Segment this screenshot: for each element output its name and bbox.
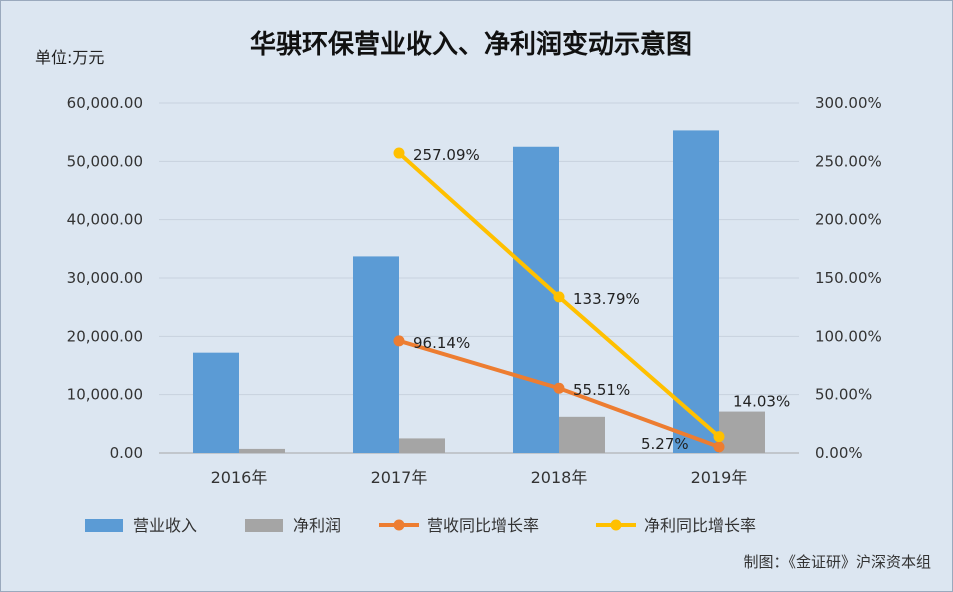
revenue-growth-point xyxy=(553,382,565,394)
unit-label: 单位:万元 xyxy=(35,48,104,67)
legend-net-profit-swatch xyxy=(245,519,283,532)
revenue-growth-label: 96.14% xyxy=(413,334,470,352)
legend-profit-growth-label: 净利同比增长率 xyxy=(644,516,756,535)
line-layer: 96.14% 55.51% 5.27% 257.09% 133.79% 14.03% xyxy=(393,146,790,453)
bar-net-profit xyxy=(399,438,445,453)
chart-footer: 制图：《金证研》沪深资本组 xyxy=(743,553,931,571)
bar-revenue xyxy=(193,352,239,453)
right-tick-label: 200.00% xyxy=(815,211,882,229)
bar-revenue xyxy=(513,146,559,453)
right-tick-label: 50.00% xyxy=(815,386,872,404)
left-axis-ticks: 0.00 10,000.00 20,000.00 30,000.00 40,000.00… xyxy=(67,94,143,462)
bar-net-profit xyxy=(239,448,285,453)
left-tick-label: 60,000.00 xyxy=(67,94,143,112)
x-tick-label: 2018年 xyxy=(531,468,588,487)
x-tick-label: 2016年 xyxy=(211,468,268,487)
legend-net-profit-label: 净利润 xyxy=(293,516,341,535)
profit-growth-label: 133.79% xyxy=(573,290,640,308)
right-tick-label: 250.00% xyxy=(815,152,882,170)
left-tick-label: 40,000.00 xyxy=(67,211,143,229)
legend-revenue-growth-marker xyxy=(393,519,405,531)
revenue-growth-point xyxy=(393,335,405,347)
profit-growth-label: 257.09% xyxy=(413,146,480,164)
x-tick-label: 2019年 xyxy=(691,468,748,487)
bar-layer xyxy=(193,130,765,453)
legend-revenue-label: 营业收入 xyxy=(133,516,197,535)
legend-revenue-growth-label: 营收同比增长率 xyxy=(427,516,539,535)
right-axis-ticks: 0.00% 50.00% 100.00% 150.00% 200.00% 250.00% 3… xyxy=(815,94,882,462)
left-tick-label: 50,000.00 xyxy=(67,152,143,170)
bar-revenue xyxy=(673,130,719,453)
bar-net-profit xyxy=(559,416,605,453)
right-tick-label: 150.00% xyxy=(815,269,882,287)
x-axis-ticks: 2016年 2017年 2018年 2019年 xyxy=(211,468,748,487)
profit-growth-point xyxy=(393,147,405,159)
profit-growth-label: 14.03% xyxy=(733,393,790,411)
bar-net-profit xyxy=(719,411,765,453)
right-tick-label: 0.00% xyxy=(815,444,863,462)
bar-revenue xyxy=(353,256,399,453)
x-tick-label: 2017年 xyxy=(371,468,428,487)
legend-profit-growth-marker xyxy=(610,519,622,531)
right-tick-label: 100.00% xyxy=(815,327,882,345)
grid-layer xyxy=(159,102,799,454)
left-tick-label: 30,000.00 xyxy=(67,269,143,287)
profit-growth-point xyxy=(553,291,565,303)
revenue-growth-label: 55.51% xyxy=(573,381,630,399)
chart-title: 华骐环保营业收入、净利润变动示意图 xyxy=(250,29,692,60)
left-tick-label: 0.00 xyxy=(110,444,143,462)
legend-revenue-swatch xyxy=(85,519,123,532)
right-tick-label: 300.00% xyxy=(815,94,882,112)
revenue-growth-point xyxy=(713,441,725,453)
legend: 营业收入 净利润 营收同比增长率 净利同比增长率 xyxy=(85,516,756,535)
revenue-growth-label: 5.27% xyxy=(641,435,689,453)
profit-growth-point xyxy=(713,431,725,443)
left-tick-label: 20,000.00 xyxy=(67,327,143,345)
left-tick-label: 10,000.00 xyxy=(67,386,143,404)
